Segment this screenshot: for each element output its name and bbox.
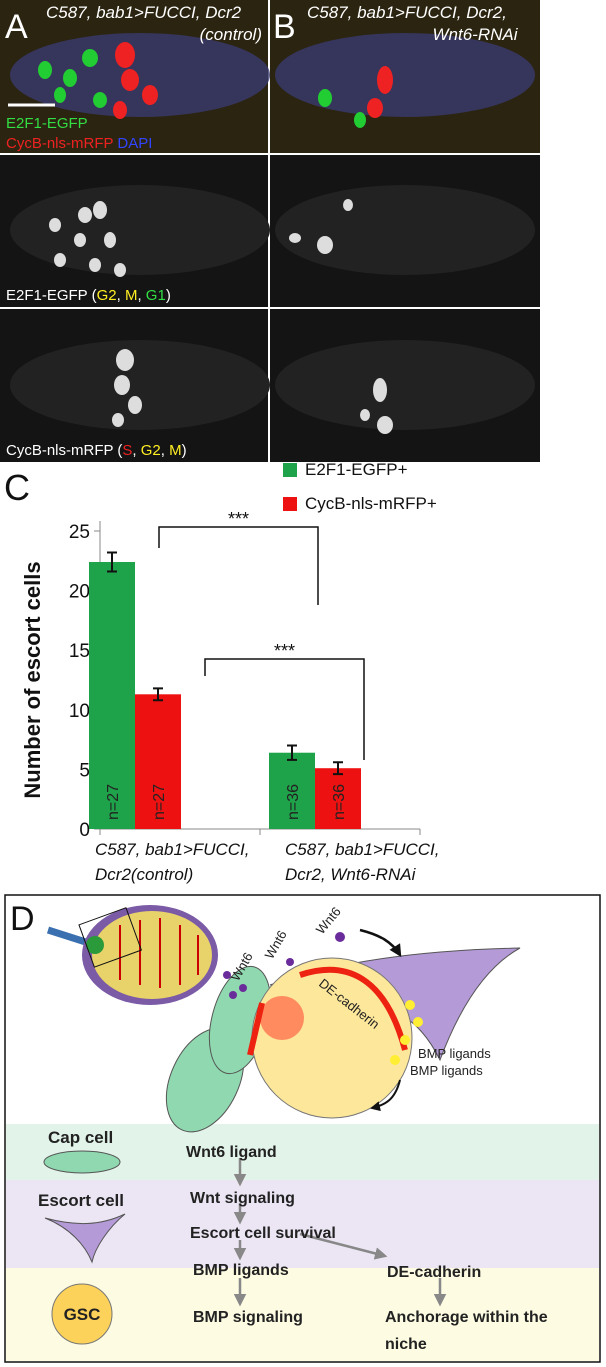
- legend-swatch: [283, 497, 297, 511]
- pathway-step: BMP ligands: [193, 1262, 289, 1279]
- text: E2F1-EGFP (: [6, 287, 97, 304]
- pathway-step: BMP signaling: [193, 1309, 303, 1326]
- pathway-step: Wnt signaling: [190, 1190, 295, 1207]
- y-tick-label: 15: [69, 641, 90, 662]
- y-tick-label: 10: [69, 701, 90, 722]
- pathway-step: Wnt6 ligand: [186, 1144, 277, 1161]
- legend-swatch: [283, 463, 297, 477]
- x-tick-label: C587, bab1>FUCCI,: [285, 840, 440, 859]
- x-tick-label: Dcr2, Wnt6-RNAi: [285, 865, 417, 884]
- panel-letter: B: [273, 8, 296, 46]
- sample-size: n=36: [331, 784, 348, 820]
- text: S: [122, 442, 132, 459]
- text: ,: [117, 287, 125, 304]
- y-tick-label: 5: [79, 760, 90, 781]
- significance-bracket: [158, 526, 319, 605]
- sample-size: n=27: [151, 784, 168, 820]
- bar: [135, 694, 181, 829]
- y-tick-label: 25: [69, 522, 90, 543]
- bar: [269, 752, 315, 829]
- text: M: [169, 442, 182, 459]
- micrographs: [0, 0, 540, 462]
- panel-title: Wnt6-RNAi: [432, 25, 518, 44]
- text: ): [166, 287, 171, 304]
- channel-name: CycB-nls-mRFP DAPI: [6, 135, 152, 152]
- x-tick-label: C587, bab1>FUCCI,: [95, 840, 250, 859]
- bar-chart: C Number of escort cells 0 5 10 15 20 25 E2F1-EG…: [4, 460, 440, 884]
- text: ,: [137, 287, 145, 304]
- diagram: [4, 894, 601, 1363]
- text: G2: [97, 287, 117, 304]
- bar: [315, 768, 361, 829]
- cell-name: Escort cell: [38, 1191, 124, 1210]
- significance-label: ***: [228, 509, 249, 529]
- panel-letter: A: [5, 8, 28, 46]
- annotation: BMP ligands: [410, 1063, 483, 1078]
- significance-label: ***: [274, 641, 295, 661]
- channel-label: E2F1-EGFP (G2, M, G1): [6, 287, 171, 304]
- error-bar: [333, 761, 343, 776]
- panel-title: (control): [200, 25, 262, 44]
- error-bar: [153, 687, 163, 702]
- bar: [89, 561, 135, 829]
- pathway-step: Anchorage within the: [385, 1309, 548, 1326]
- cell-name: GSC: [64, 1305, 101, 1324]
- text: G2: [141, 442, 161, 459]
- error-bar: [287, 744, 297, 761]
- y-tick-label: 20: [69, 582, 90, 603]
- channel-name: DAPI: [117, 135, 152, 152]
- panel-title: C587, bab1>FUCCI, Dcr2: [46, 3, 242, 22]
- y-axis-title: Number of escort cells: [20, 561, 45, 798]
- pathway-step: Escort cell survival: [190, 1225, 336, 1242]
- annotation: BMP ligands: [418, 1046, 491, 1061]
- legend-label: CycB-nls-mRFP+: [305, 494, 437, 513]
- pathway-step: DE-cadherin: [387, 1264, 481, 1281]
- channel-name: CycB-nls-mRFP: [6, 135, 113, 152]
- panel-letter: D: [10, 900, 35, 938]
- text: ,: [132, 442, 140, 459]
- channel-name: E2F1-EGFP: [6, 115, 88, 132]
- legend-label: E2F1-EGFP+: [305, 460, 408, 479]
- y-tick-label: 0: [79, 820, 90, 841]
- text: ,: [161, 442, 169, 459]
- channel-label: CycB-nls-mRFP (S, G2, M): [6, 442, 187, 459]
- significance-bracket: [204, 658, 365, 760]
- panel-title: C587, bab1>FUCCI, Dcr2,: [307, 3, 507, 22]
- text: M: [125, 287, 138, 304]
- text: ): [182, 442, 187, 459]
- pathway-step: niche: [385, 1336, 427, 1353]
- text: G1: [146, 287, 166, 304]
- x-tick-label: Dcr2(control): [95, 865, 193, 884]
- error-bar: [107, 551, 117, 573]
- sample-size: n=36: [285, 784, 302, 820]
- sample-size: n=27: [105, 784, 122, 820]
- panel-letter: C: [4, 467, 30, 508]
- text: CycB-nls-mRFP (: [6, 442, 122, 459]
- cell-name: Cap cell: [48, 1128, 113, 1147]
